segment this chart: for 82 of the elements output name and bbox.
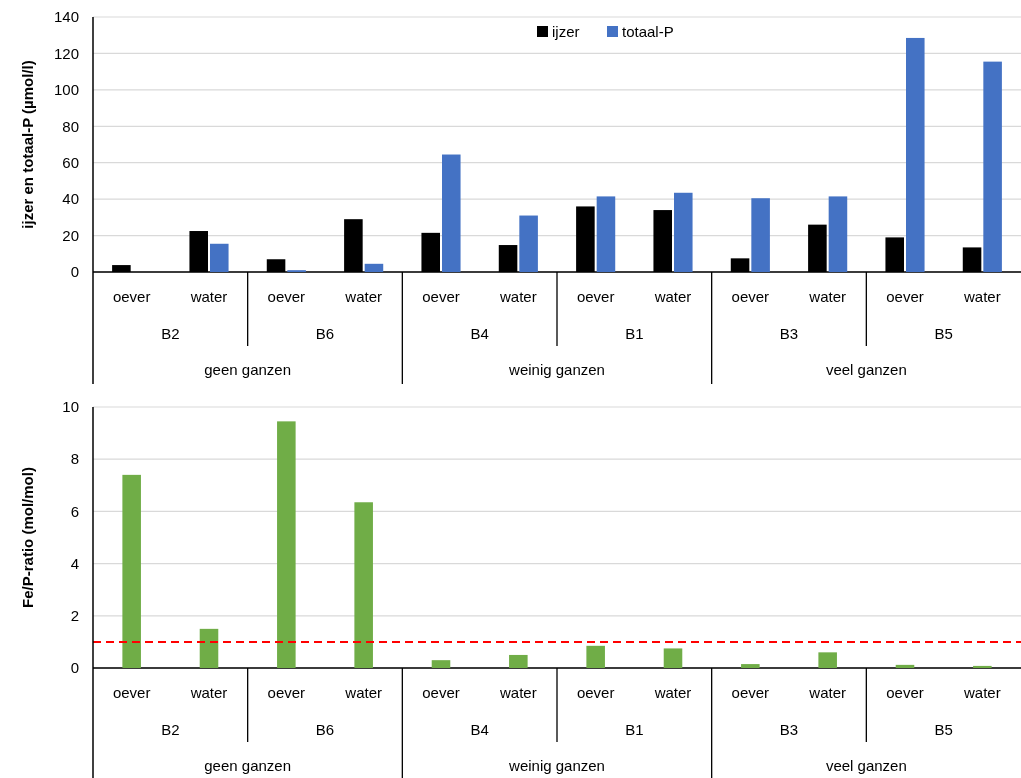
bar [895,664,915,668]
y-tick-label: 40 [62,190,79,208]
bar [983,61,1002,272]
bar [674,192,693,272]
x-tick-label: water [653,288,692,306]
text: B5 [934,325,953,343]
bar [122,474,141,668]
text: B3 [779,325,799,343]
y-axis-title: ijzer en totaal-P (µmol/l) [19,60,36,229]
legend-label: ijzer [552,23,580,41]
y-tick-label: 8 [70,450,79,468]
x-tick-label: oever [886,288,924,306]
x-tick-label: oever [112,288,151,306]
y-tick-label: 4 [70,554,79,572]
x-tick-label: water [962,288,1001,306]
text: B1 [625,325,644,343]
y-tick-label: 140 [53,8,79,26]
x-tick-label: oever [731,288,770,306]
x-tick-label: oever [576,684,615,702]
x-tick-label: oever [112,684,151,702]
x-tick-label: oever [731,684,770,702]
x-tick-label: oever [422,684,460,702]
bar [442,154,461,272]
y-tick-label: 60 [62,153,79,171]
legend-label: totaal-P [622,23,674,41]
text: geen ganzen [204,361,292,379]
text: geen ganzen [204,757,292,775]
y-tick-label: 6 [70,502,79,520]
text: B5 [934,721,953,739]
text: veel ganzen [825,757,907,775]
bar [431,660,451,668]
x-tick-label: water [344,684,383,702]
y-axis-title: Fe/P-ratio (mol/mol) [19,467,36,608]
y-tick-label: 100 [53,81,79,99]
x-tick-label: water [808,684,847,702]
text: B4 [470,325,489,343]
bar [596,196,616,272]
bar [663,648,683,668]
text: B3 [779,721,799,739]
x-tick-label: water [189,288,228,306]
x-tick-label: oever [422,288,460,306]
bar [818,652,837,668]
bar [973,665,992,668]
y-tick-label: 0 [70,263,79,281]
text: B1 [625,721,644,739]
bar [751,198,770,272]
x-tick-label: water [808,288,847,306]
bar [277,421,296,668]
bar [210,243,229,272]
bar [354,502,373,668]
x-tick-label: water [962,684,1001,702]
x-tick-label: water [498,684,537,702]
y-tick-label: 80 [62,117,79,135]
x-tick-label: oever [267,684,306,702]
x-tick-label: oever [576,288,615,306]
text: B6 [315,325,335,343]
y-tick-label: 120 [53,44,79,62]
y-tick-label: 2 [70,607,79,625]
bar [586,645,605,668]
text: veel ganzen [825,361,907,379]
x-tick-label: oever [886,684,924,702]
text: weinig ganzen [508,757,605,775]
bar [199,628,219,668]
x-tick-label: water [344,288,383,306]
bar [741,664,760,668]
text: B6 [315,721,335,739]
text: B2 [161,721,180,739]
bar [509,654,528,668]
x-tick-label: water [189,684,228,702]
x-tick-label: oever [267,288,306,306]
y-tick-label: 0 [70,659,79,677]
x-tick-label: water [653,684,692,702]
bar [364,263,384,272]
text: B4 [470,721,489,739]
text: B2 [161,325,180,343]
bar [828,196,848,272]
bar [906,37,925,272]
text: weinig ganzen [508,361,605,379]
x-tick-label: water [498,288,537,306]
y-tick-label: 10 [62,398,79,416]
bar [519,215,538,272]
y-tick-label: 20 [62,226,79,244]
